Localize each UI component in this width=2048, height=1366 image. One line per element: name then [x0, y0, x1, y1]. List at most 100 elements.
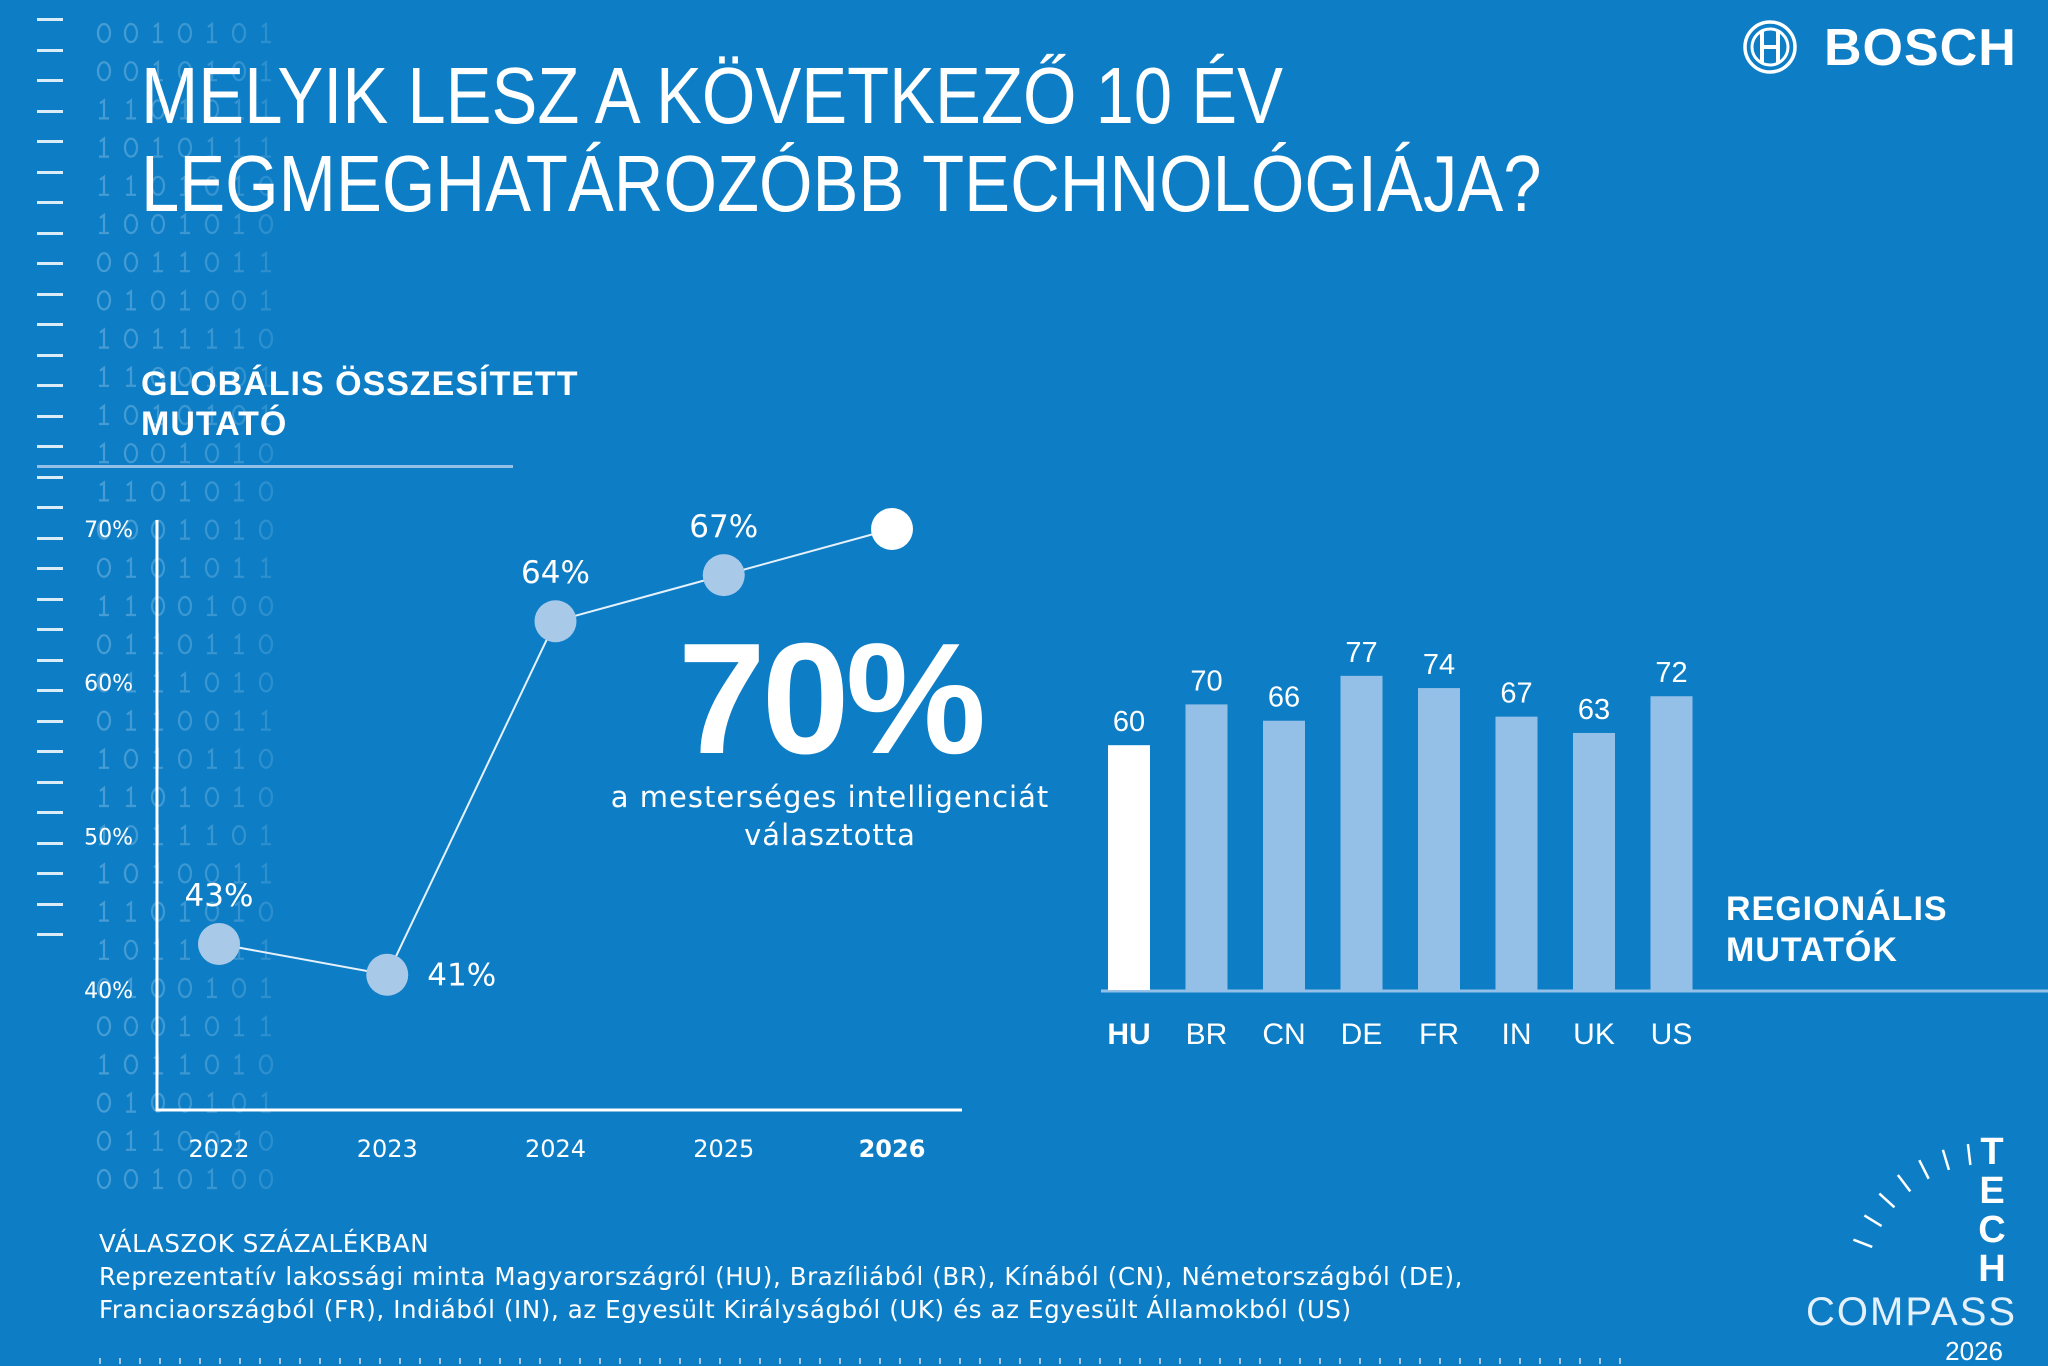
binary-zero-glyph [258, 175, 274, 196]
binary-zero-glyph [204, 901, 220, 922]
binary-zero-glyph [204, 786, 220, 808]
bar-value-label: 60 [1113, 706, 1145, 738]
y-tick-label: 60% [84, 672, 133, 697]
binary-row [96, 1091, 271, 1113]
ruler-tick [37, 109, 63, 113]
binary-zero-glyph [204, 99, 220, 120]
section-divider [37, 465, 513, 468]
bar-category-label: CN [1262, 1018, 1305, 1051]
binary-one-glyph [180, 289, 190, 311]
binary-one-glyph [207, 365, 217, 387]
binary-one-glyph [99, 212, 109, 235]
binary-one-glyph [207, 403, 217, 426]
binary-one-glyph [261, 709, 271, 731]
x-tick-label: 2022 [188, 1135, 249, 1163]
binary-one-glyph [99, 136, 109, 158]
binary-zero-glyph [96, 1130, 112, 1151]
binary-one-glyph [99, 938, 109, 960]
line-data-label: 43% [185, 878, 254, 914]
binary-one-glyph [234, 442, 244, 464]
binary-one-glyph [234, 747, 244, 769]
binary-one-glyph [180, 671, 190, 693]
binary-zero-glyph [258, 213, 274, 235]
ruler-tick [37, 902, 63, 906]
ruler-tick [37, 536, 63, 540]
binary-zero-glyph [258, 595, 274, 617]
dial-dash [1941, 1149, 1951, 1171]
y-tick-label: 70% [84, 518, 133, 543]
binary-zero-glyph [204, 175, 220, 196]
binary-zero-glyph [231, 595, 247, 617]
binary-zero-glyph [150, 99, 166, 120]
bar-category-label: UK [1573, 1018, 1615, 1051]
binary-one-glyph [180, 327, 190, 349]
binary-zero-glyph [123, 825, 139, 846]
ruler-tick [37, 201, 63, 204]
binary-zero-glyph [177, 710, 193, 731]
binary-zero-glyph [177, 595, 193, 617]
y-tick-label: 40% [84, 979, 133, 1004]
binary-zero-glyph [96, 61, 112, 82]
bar-category-label: HU [1107, 1018, 1150, 1051]
binary-zero-glyph [204, 672, 220, 693]
ruler-tick [37, 231, 63, 235]
binary-zero-glyph [177, 137, 193, 158]
line-data-label: 64% [521, 555, 590, 591]
binary-zero-glyph [123, 748, 139, 769]
dial-dash [1852, 1238, 1873, 1249]
ruler-tick [37, 18, 63, 21]
binary-one-glyph [261, 250, 271, 273]
binary-one-glyph [180, 824, 190, 846]
binary-zero-glyph [123, 1016, 139, 1037]
binary-one-glyph [180, 1015, 190, 1037]
binary-zero-glyph [123, 404, 139, 426]
x-tick-label: 2025 [693, 1135, 754, 1163]
binary-zero-glyph [96, 519, 112, 540]
dial-dash [1918, 1159, 1930, 1180]
binary-zero-glyph [150, 481, 166, 502]
binary-one-glyph [180, 938, 190, 960]
bar-category-label: US [1651, 1018, 1693, 1051]
binary-one-glyph [234, 900, 244, 922]
ruler-tick [37, 48, 63, 52]
bar-category-label: DE [1341, 1018, 1383, 1051]
binary-one-glyph [207, 327, 217, 349]
binary-one-glyph [126, 976, 136, 999]
bar-US [1650, 696, 1693, 990]
binary-row [99, 824, 271, 846]
binary-one-glyph [126, 556, 136, 578]
binary-zero-glyph [258, 748, 274, 769]
bar-BR [1185, 704, 1228, 990]
page-title-line1: MELYIK LESZ A KÖVETKEZŐ 10 ÉV [141, 51, 1284, 140]
binary-one-glyph [99, 174, 109, 196]
binary-one-glyph [207, 1167, 217, 1190]
binary-zero-glyph [96, 557, 112, 578]
binary-zero-glyph [96, 252, 112, 273]
binary-one-glyph [126, 594, 136, 617]
binary-zero-glyph [150, 175, 166, 196]
binary-zero-glyph [96, 634, 112, 655]
binary-zero-glyph [177, 863, 193, 884]
binary-one-glyph [99, 824, 109, 846]
ruler-tick [37, 597, 63, 601]
dial-dash [1878, 1192, 1896, 1209]
binary-one-glyph [234, 785, 244, 808]
binary-zero-glyph [258, 1130, 274, 1151]
binary-row [99, 98, 271, 120]
binary-one-glyph [99, 900, 109, 922]
binary-zero-glyph [204, 1016, 220, 1037]
ruler-tick [37, 841, 63, 845]
ruler-tick [37, 689, 63, 692]
footer-heading: VÁLASZOK SZÁZALÉKBAN [99, 1229, 430, 1258]
ruler-tick [37, 567, 63, 570]
binary-one-glyph [99, 594, 109, 617]
bar-DE [1340, 675, 1383, 990]
binary-one-glyph [207, 824, 217, 846]
ruler-tick [37, 414, 63, 418]
binary-zero-glyph [150, 366, 166, 387]
binary-one-glyph [99, 98, 109, 120]
binary-zero-glyph [177, 634, 193, 655]
binary-one-glyph [261, 136, 271, 158]
bar-value-label: 74 [1423, 649, 1455, 681]
tech-letter-c: C [1978, 1209, 2006, 1251]
